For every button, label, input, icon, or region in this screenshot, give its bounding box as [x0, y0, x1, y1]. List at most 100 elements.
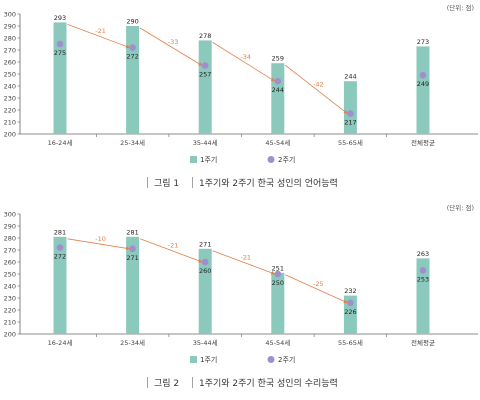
y-tick-label: 220 [4, 306, 16, 314]
change-arrow [285, 274, 348, 304]
legend: 1주기 2주기 [190, 155, 295, 164]
bar [416, 46, 430, 134]
change-arrow [139, 27, 203, 66]
bar [126, 236, 140, 334]
bar-value-label: 281 [126, 228, 138, 236]
change-arrow [212, 42, 276, 82]
x-tick-label: 25-34세 [120, 138, 145, 147]
y-tick-label: 230 [4, 294, 16, 302]
unit-label: (단위: 점) [447, 3, 474, 12]
bar [343, 81, 357, 134]
caption-separator [192, 177, 193, 188]
legend-swatch-1 [190, 156, 197, 163]
point [347, 299, 354, 307]
x-tick-label: 16-24세 [48, 138, 73, 147]
y-tick-label: 300 [4, 210, 16, 218]
point-value-label: 257 [199, 71, 211, 79]
bar-value-label: 251 [272, 264, 284, 272]
y-tick-label: 290 [4, 22, 16, 30]
x-tick-label: 35-44세 [193, 138, 218, 147]
legend-swatch-2 [267, 356, 275, 363]
bar-value-label: 259 [272, 55, 284, 63]
x-tick-label: 25-34세 [120, 338, 145, 347]
caption-title: 1주기와 2주기 한국 성인의 수리능력 [199, 377, 338, 389]
point-value-label: 275 [54, 49, 66, 57]
bar-value-label: 293 [54, 14, 66, 22]
chart-2-numeracy: (단위: 점) 200 210 220 230 240 250 260 270 280 290 300… [4, 203, 478, 389]
point-value-label: 260 [199, 267, 211, 275]
legend-label-2: 2주기 [278, 155, 295, 164]
y-tick-label: 300 [4, 10, 16, 18]
x-tick-label: 전체평균 [411, 338, 435, 347]
y-tick-label: 290 [4, 222, 16, 230]
legend-label-1: 1주기 [200, 155, 217, 164]
caption-separator [192, 377, 193, 388]
caption-number: 그림 1 [154, 177, 179, 189]
change-label: -25 [313, 280, 324, 288]
chart-1-language: (단위: 점) 200 210 220 230 240 250 260 270 280 290 300… [4, 3, 478, 189]
point [201, 62, 209, 69]
bar-value-label: 281 [54, 228, 66, 236]
point [56, 244, 64, 251]
point [56, 40, 64, 48]
x-tick-label: 16-24세 [48, 338, 73, 347]
y-tick-label: 220 [4, 106, 16, 114]
point [129, 44, 136, 51]
caption-separator [147, 377, 148, 388]
y-tick-label: 240 [4, 282, 16, 290]
point [201, 258, 209, 266]
point-value-label: 217 [344, 119, 356, 127]
y-tick-label: 260 [4, 58, 16, 66]
unit-label: (단위: 점) [447, 203, 474, 212]
bar [126, 26, 140, 134]
point-value-label: 226 [344, 308, 356, 316]
x-tick-label: 55-65세 [338, 138, 363, 147]
bar [271, 63, 285, 135]
y-tick-label: 200 [4, 330, 16, 338]
change-arrow [67, 24, 130, 49]
change-arrow [285, 64, 348, 114]
bar [271, 272, 285, 334]
point [419, 71, 427, 79]
bar-value-label: 278 [199, 32, 211, 40]
change-label: -34 [240, 53, 251, 61]
x-tick-label: 전체평균 [411, 138, 435, 147]
bar-value-label: 263 [417, 250, 429, 258]
point-value-label: 271 [126, 254, 138, 262]
y-tick-label: 260 [4, 258, 16, 266]
bar [198, 248, 212, 334]
point [347, 110, 354, 117]
legend-swatch-1 [190, 356, 197, 363]
point-value-label: 272 [126, 53, 138, 61]
legend-label-2: 2주기 [278, 355, 295, 364]
y-tick-label: 250 [4, 270, 16, 278]
figure-caption: 그림 2 1주기와 2주기 한국 성인의 수리능력 [147, 377, 338, 389]
point-value-label: 249 [417, 80, 429, 88]
change-arrow [67, 238, 130, 251]
legend-label-1: 1주기 [200, 355, 217, 364]
y-tick-label: 270 [4, 46, 16, 54]
bar [416, 258, 430, 334]
y-tick-label: 200 [4, 130, 16, 138]
change-label: -21 [95, 27, 106, 35]
change-label: -10 [95, 235, 106, 243]
point [274, 270, 282, 278]
bar [343, 295, 357, 334]
bar [53, 22, 67, 134]
point-value-label: 272 [54, 253, 66, 261]
y-tick-label: 210 [4, 318, 16, 326]
change-label: -42 [313, 80, 324, 88]
point [419, 267, 427, 274]
y-tick-label: 270 [4, 246, 16, 254]
point-value-label: 244 [272, 86, 284, 94]
bar-value-label: 244 [344, 73, 356, 81]
x-tick-label: 45-54세 [265, 138, 290, 147]
y-tick-label: 280 [4, 234, 16, 242]
y-tick-label: 240 [4, 82, 16, 90]
point [129, 245, 136, 253]
point [274, 77, 282, 85]
x-tick-label: 45-54세 [265, 338, 290, 347]
x-tick-label: 35-44세 [193, 338, 218, 347]
point-value-label: 253 [417, 275, 429, 283]
change-arrow [139, 238, 203, 263]
